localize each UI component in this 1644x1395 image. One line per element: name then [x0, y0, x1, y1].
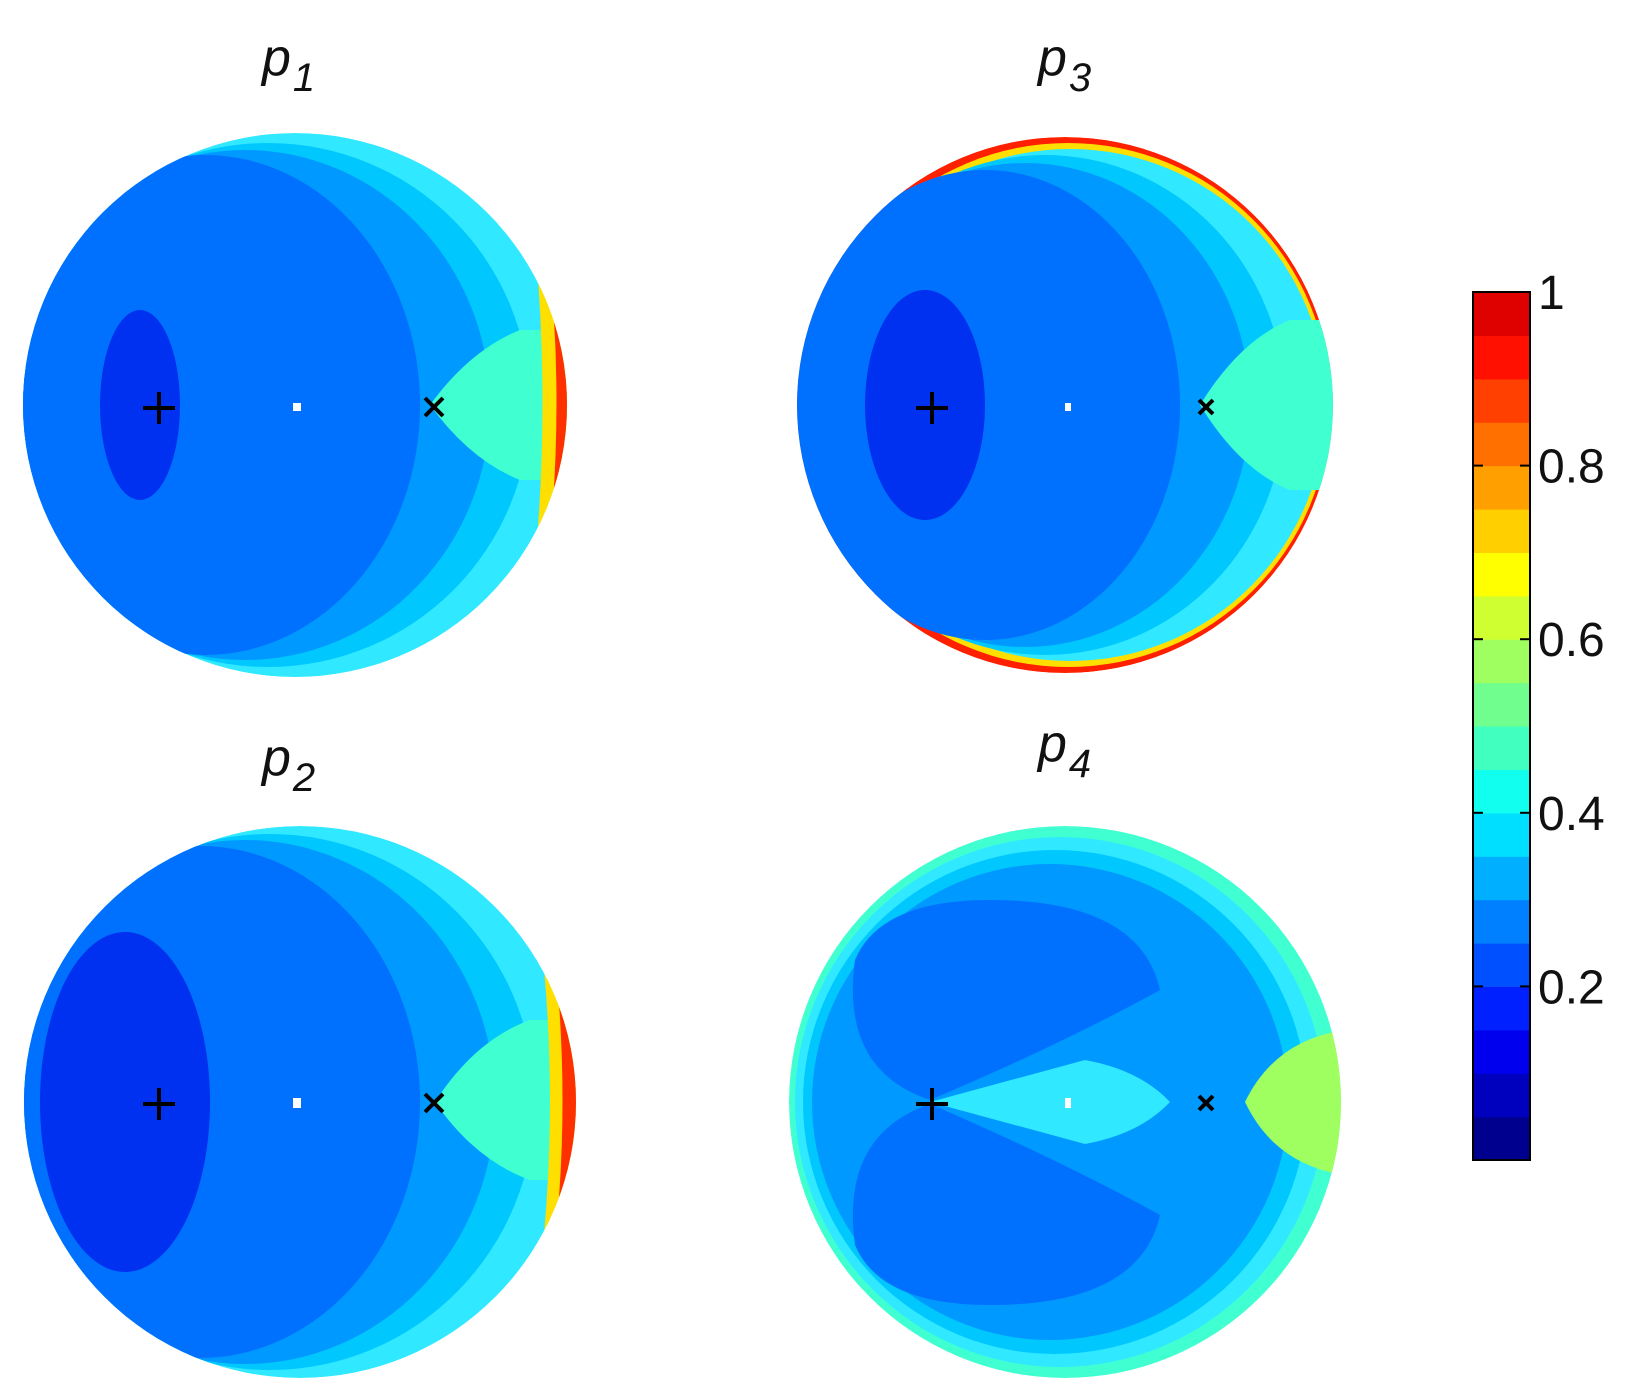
p3-cross-marker — [1197, 398, 1215, 416]
colorbar-tick-label: 1 — [1538, 267, 1565, 320]
colorbar-frame — [1472, 291, 1531, 1161]
colorbar-segment — [1473, 726, 1530, 770]
colorbar-segment — [1473, 812, 1530, 857]
colorbar-segment — [1473, 1029, 1530, 1074]
p3-center-marker — [1065, 403, 1071, 411]
p1-title-letter: p — [262, 29, 291, 87]
p3-region-peak — [1200, 320, 1333, 490]
p4-center-marker — [1065, 1098, 1071, 1108]
markers — [143, 392, 1215, 1120]
colorbar-segment — [1473, 899, 1530, 944]
p3-region-min — [865, 290, 985, 520]
p1-region-peak — [430, 330, 567, 480]
colorbar-segment — [1473, 856, 1530, 901]
p2-title: p2 — [262, 729, 315, 798]
colorbar: 0.2 0.4 0.6 0.8 1 — [1472, 267, 1605, 1161]
p1-cross-marker — [423, 396, 445, 418]
p4-lobe-lower — [852, 1104, 1160, 1305]
p2-cross-marker — [423, 1092, 445, 1114]
colorbar-segment — [1473, 986, 1530, 1031]
p1-center-marker — [293, 403, 301, 411]
p2-region-peak — [435, 1020, 576, 1180]
p3-plus-marker — [916, 392, 948, 424]
p3-title-letter: p — [1038, 29, 1067, 87]
colorbar-segment — [1473, 943, 1530, 987]
p1-region-min — [100, 310, 180, 500]
colorbar-segment — [1473, 509, 1530, 553]
p4-cross-marker — [1197, 1094, 1215, 1112]
colorbar-tick-label: 0.8 — [1538, 441, 1605, 494]
p2-title-subscript: 2 — [292, 756, 316, 800]
center-markers — [293, 403, 1071, 1108]
panel-p2 — [24, 826, 576, 1378]
p2-center-marker — [293, 1098, 301, 1108]
p1-title: p1 — [262, 29, 315, 98]
p1-plus-marker — [143, 392, 175, 424]
colorbar-tick-label: 0.2 — [1538, 961, 1605, 1014]
colorbar-segment — [1473, 1116, 1530, 1161]
p3-title-subscript: 3 — [1068, 56, 1092, 100]
colorbar-segment — [1473, 1073, 1530, 1118]
p4-plus-marker — [916, 1088, 948, 1120]
p4-title-letter: p — [1038, 715, 1067, 773]
colorbar-segment — [1473, 682, 1530, 727]
p4-lobe-upper — [852, 900, 1160, 1100]
colorbar-segment — [1473, 465, 1530, 510]
p1-region-level-1 — [23, 155, 420, 655]
colorbar-segment — [1473, 335, 1530, 380]
panel-p1 — [23, 133, 567, 677]
p4-region-peak — [1245, 1030, 1341, 1175]
panel-p4 — [789, 826, 1341, 1378]
p4-title-subscript: 4 — [1068, 742, 1092, 786]
colorbar-segment — [1473, 639, 1530, 684]
colorbar-segment — [1473, 595, 1530, 640]
p2-region-min — [40, 932, 210, 1272]
p4-wedge — [930, 1060, 1170, 1144]
colorbar-segment — [1473, 292, 1530, 336]
p1-region-edge-max — [548, 250, 567, 560]
colorbar-segment — [1473, 378, 1530, 423]
colorbar-tick-label: 0.6 — [1538, 614, 1605, 667]
colorbar-tick-label: 0.4 — [1538, 788, 1605, 841]
colorbar-segment — [1473, 769, 1530, 814]
p2-title-letter: p — [262, 729, 291, 787]
p2-plus-marker — [143, 1088, 175, 1120]
panel-p3 — [797, 137, 1333, 673]
colorbar-segment — [1473, 552, 1530, 597]
p4-title: p4 — [1038, 715, 1091, 784]
p3-title: p3 — [1038, 29, 1091, 98]
p1-title-subscript: 1 — [292, 56, 316, 100]
colorbar-segment — [1473, 422, 1530, 467]
